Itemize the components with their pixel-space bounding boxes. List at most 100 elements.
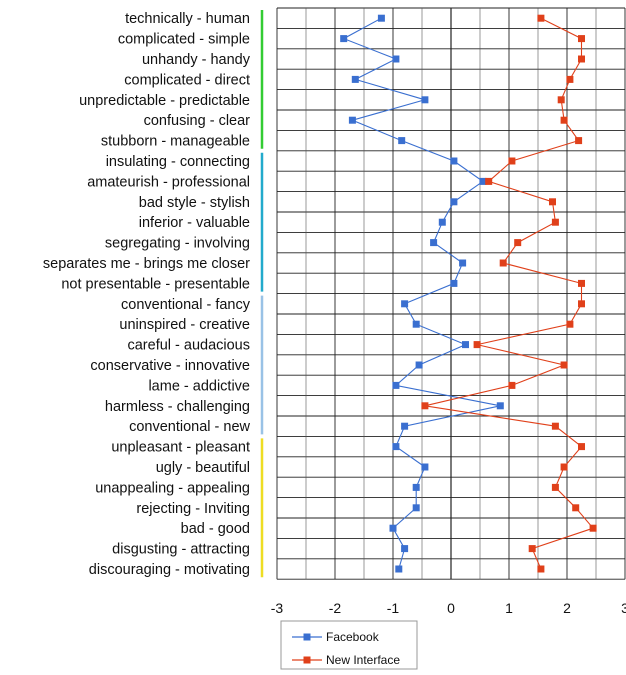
data-point xyxy=(459,259,467,267)
x-tick-label: 2 xyxy=(563,600,571,616)
series-layer xyxy=(340,14,597,573)
data-point xyxy=(462,341,469,349)
data-point xyxy=(549,198,556,206)
data-point xyxy=(430,239,438,247)
x-tick-label: 0 xyxy=(447,600,455,616)
data-point xyxy=(450,157,458,165)
x-tick-label: 1 xyxy=(505,600,513,616)
legend-label-new-interface: New Interface xyxy=(326,653,400,667)
category-label: careful - audacious xyxy=(127,338,250,354)
data-point xyxy=(551,218,559,226)
data-point xyxy=(578,35,585,43)
category-label: inferior - valuable xyxy=(139,215,250,231)
category-label: uninspired - creative xyxy=(119,317,250,333)
data-point xyxy=(450,198,458,206)
x-tick-label: 3 xyxy=(621,600,626,616)
category-label: insulating - connecting xyxy=(106,154,250,170)
data-point xyxy=(398,137,406,145)
series-facebook xyxy=(340,14,504,573)
data-point xyxy=(421,402,429,410)
legend-box xyxy=(280,620,418,670)
data-point xyxy=(340,35,348,43)
data-point xyxy=(537,565,545,573)
category-label: amateurish - professional xyxy=(87,174,250,190)
category-label: unpleasant - pleasant xyxy=(111,440,250,456)
series-line xyxy=(424,17,595,570)
data-point xyxy=(578,55,585,63)
legend-entry-facebook: Facebook xyxy=(292,630,380,644)
category-label: conventional - new xyxy=(129,419,250,435)
data-point xyxy=(560,116,568,124)
category-label: harmless - challenging xyxy=(105,399,250,415)
category-label: unpredictable - predictable xyxy=(79,93,250,109)
category-label: complicated - simple xyxy=(118,32,250,48)
data-point xyxy=(401,545,409,553)
data-point xyxy=(551,422,559,430)
category-label: unappealing - appealing xyxy=(95,480,250,496)
data-point xyxy=(578,300,585,308)
data-point xyxy=(485,177,493,185)
data-point xyxy=(348,116,356,124)
category-label: segregating - involving xyxy=(105,236,250,252)
data-point xyxy=(589,524,597,532)
data-point xyxy=(496,402,504,410)
data-point xyxy=(557,96,565,104)
x-tick-label: -3 xyxy=(271,600,284,616)
data-point xyxy=(351,75,359,83)
data-point xyxy=(473,341,481,349)
data-point xyxy=(392,381,400,389)
data-point xyxy=(389,524,397,532)
category-label: bad style - stylish xyxy=(139,195,250,211)
category-labels: technically - human complicated - simple u… xyxy=(43,11,251,578)
category-label: not presentable - presentable xyxy=(61,276,250,292)
category-label: stubborn - manageable xyxy=(101,134,250,150)
x-tick-label: -1 xyxy=(387,600,400,616)
data-point xyxy=(572,504,580,512)
data-point xyxy=(560,463,568,471)
data-point xyxy=(479,177,487,185)
data-point xyxy=(551,483,559,491)
category-label: lame - addictive xyxy=(148,378,250,394)
legend-marker-facebook xyxy=(303,633,311,641)
data-point xyxy=(578,443,585,451)
data-point xyxy=(412,320,420,328)
data-point xyxy=(514,239,522,247)
data-point xyxy=(450,279,458,287)
category-label: discouraging - motivating xyxy=(89,562,250,578)
category-label: technically - human xyxy=(125,11,250,27)
data-point xyxy=(421,96,429,104)
gridlines xyxy=(276,7,626,580)
data-point xyxy=(392,55,400,63)
category-label: separates me - brings me closer xyxy=(43,256,250,272)
data-point xyxy=(438,218,446,226)
series-new-interface xyxy=(421,14,597,573)
data-point xyxy=(401,422,409,430)
data-point xyxy=(575,137,583,145)
data-point xyxy=(566,320,574,328)
data-point xyxy=(578,279,585,287)
data-point xyxy=(415,361,423,369)
data-point xyxy=(412,504,420,512)
data-point xyxy=(566,75,574,83)
category-label: unhandy - handy xyxy=(142,52,251,68)
data-point xyxy=(537,14,545,22)
category-label: confusing - clear xyxy=(144,113,251,129)
legend: Facebook New Interface xyxy=(280,620,418,670)
data-point xyxy=(392,443,400,451)
data-point xyxy=(508,381,516,389)
category-label: rejecting - Inviting xyxy=(136,501,250,517)
legend-entry-new-interface: New Interface xyxy=(292,653,400,667)
data-point xyxy=(528,545,536,553)
legend-marker-new-interface xyxy=(303,656,311,664)
legend-label-facebook: Facebook xyxy=(326,630,380,644)
category-label: bad - good xyxy=(181,521,250,537)
x-tick-label: -2 xyxy=(329,600,342,616)
data-point xyxy=(560,361,568,369)
data-point xyxy=(412,483,420,491)
category-label: disgusting - attracting xyxy=(112,542,250,558)
data-point xyxy=(377,14,385,22)
data-point xyxy=(395,565,403,573)
data-point xyxy=(508,157,516,165)
data-point xyxy=(499,259,507,267)
